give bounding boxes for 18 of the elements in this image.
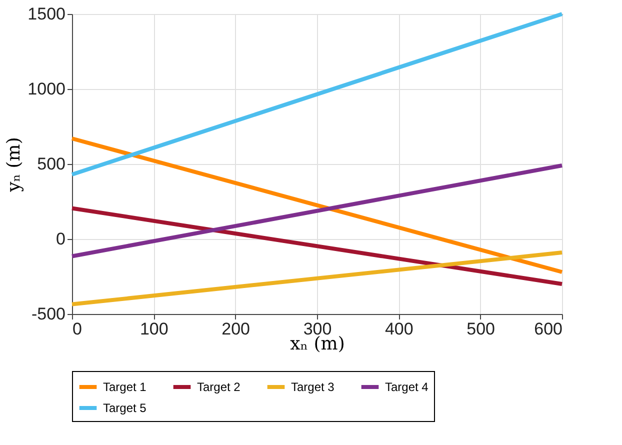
- x-tick-label: 400: [384, 320, 414, 338]
- y-tick-label: 1500: [28, 4, 66, 24]
- x-tick-label: 100: [140, 320, 168, 338]
- x-tick-label: 200: [222, 320, 250, 338]
- y-tick-label: 500: [37, 154, 66, 174]
- y-tick-label: 0: [56, 230, 66, 248]
- x-tick-label: 0: [72, 320, 82, 338]
- x-axis-title: xₙ (m): [290, 334, 345, 354]
- legend-label: Target 2: [197, 380, 241, 394]
- legend-label: Target 3: [291, 380, 335, 394]
- y-tick-label: -500: [31, 304, 66, 324]
- x-tick-label: 600: [534, 320, 562, 338]
- y-tick-label: 1000: [28, 80, 66, 98]
- legend-label: Target 5: [103, 401, 147, 415]
- legend-label: Target 4: [385, 380, 429, 394]
- y-axis-title: yₙ (m): [4, 137, 25, 193]
- x-tick-label: 500: [466, 320, 496, 338]
- legend-label: Target 1: [103, 380, 147, 394]
